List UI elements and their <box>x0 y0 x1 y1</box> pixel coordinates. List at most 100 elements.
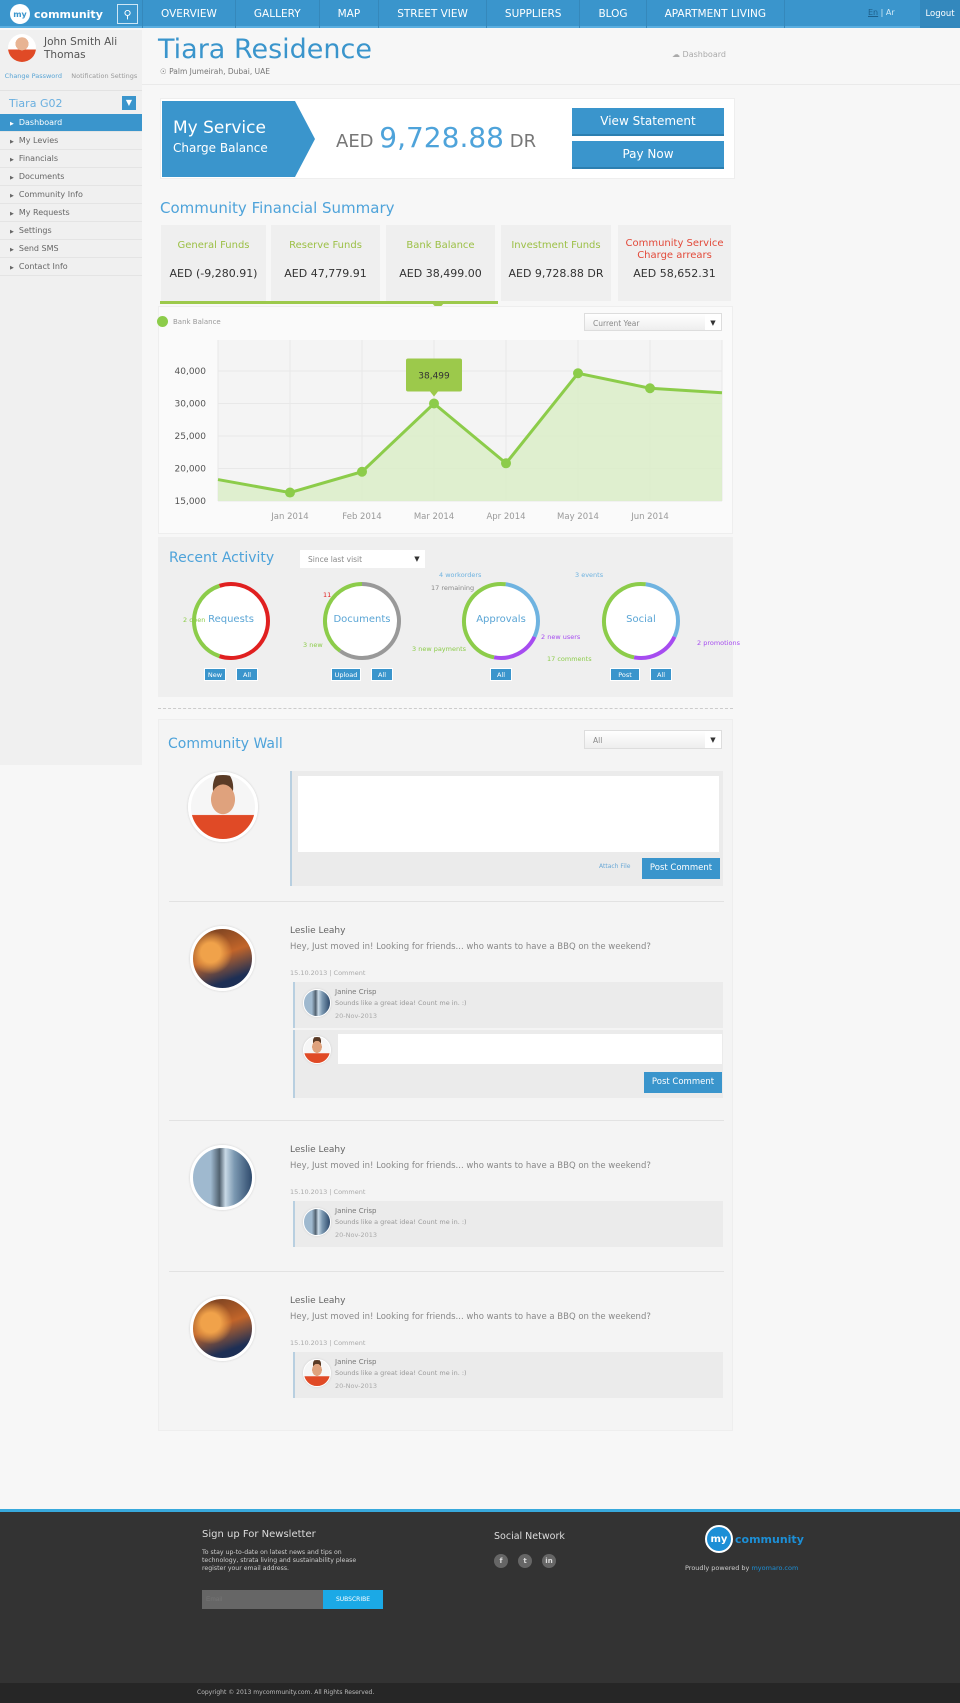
logout-button[interactable]: Logout <box>920 0 960 28</box>
post-meta: 15.10.2013 | Comment <box>290 1188 366 1196</box>
data-point[interactable] <box>645 383 655 394</box>
view-statement-button[interactable]: View Statement <box>572 108 724 136</box>
nav-item-suppliers[interactable]: SUPPLIERS <box>485 0 580 28</box>
x-tick-label: Feb 2014 <box>342 512 381 522</box>
all-button[interactable]: All <box>371 668 393 681</box>
post-author[interactable]: Leslie Leahy <box>290 1145 346 1155</box>
subscribe-button[interactable]: SUBSCRIBE <box>323 1590 383 1609</box>
summary-card[interactable]: Reserve Funds AED 47,779.91 <box>271 225 380 301</box>
nav-item-gallery[interactable]: GALLERY <box>234 0 319 28</box>
tooltip-pointer <box>430 391 438 397</box>
social-links: f t in <box>494 1554 556 1568</box>
data-point[interactable] <box>429 398 439 409</box>
ring-note: 2 open <box>183 616 206 624</box>
chevron-down-icon[interactable]: ▼ <box>122 96 136 110</box>
sidebar-item-community-info[interactable]: ▶ Community Info <box>0 186 142 204</box>
sidebar-item-dashboard[interactable]: ▶ Dashboard <box>0 114 142 132</box>
activity-ring[interactable] <box>186 576 276 666</box>
ring-note: 2 promotions <box>697 639 740 647</box>
card-label: Reserve Funds <box>289 240 362 251</box>
ring-segment <box>602 582 646 660</box>
email-input[interactable] <box>202 1590 323 1609</box>
reply-author[interactable]: Janine Crisp <box>335 1207 377 1215</box>
post-author-avatar <box>190 926 255 991</box>
divider <box>169 1120 724 1121</box>
page-title: Tiara Residence <box>158 34 372 65</box>
x-tick-label: Mar 2014 <box>414 512 454 522</box>
bank-balance-chart: Bank Balance Current Year ▼ 40,000 30,000 2… <box>157 306 733 534</box>
wall-filter[interactable]: All ▼ <box>584 730 722 749</box>
reply-author[interactable]: Janine Crisp <box>335 1358 377 1366</box>
post-meta: 15.10.2013 | Comment <box>290 969 366 977</box>
powered-link[interactable]: myomaro.com <box>751 1564 799 1572</box>
card-value: AED (-9,280.91) <box>169 267 258 280</box>
new-button[interactable]: New <box>204 668 226 681</box>
activity-ring[interactable] <box>456 576 546 666</box>
summary-card[interactable]: General Funds AED (-9,280.91) <box>161 225 266 301</box>
post-comment-button[interactable]: Post Comment <box>644 1072 722 1093</box>
comment-link[interactable]: Comment <box>333 1188 366 1196</box>
sidebar-item-settings[interactable]: ▶ Settings <box>0 222 142 240</box>
change-password-link[interactable]: Change Password <box>4 72 62 80</box>
reply-author[interactable]: Janine Crisp <box>335 988 377 996</box>
recent-activity-panel: Recent Activity Since last visit ▼ Reques… <box>158 537 740 697</box>
sidebar-item-label: Contact Info <box>18 262 68 271</box>
sidebar-item-financials[interactable]: ▶ Financials <box>0 150 142 168</box>
logo[interactable]: my community <box>10 4 103 24</box>
data-point[interactable] <box>573 368 583 379</box>
nav-item-overview[interactable]: OVERVIEW <box>142 0 235 28</box>
activity-ring[interactable] <box>317 576 407 666</box>
sidebar-item-contact-info[interactable]: ▶ Contact Info <box>0 258 142 276</box>
summary-card[interactable]: Community Service Charge arrears AED 58,6… <box>618 225 731 301</box>
data-point[interactable] <box>285 487 295 498</box>
y-tick-label: 40,000 <box>175 367 207 377</box>
post-meta: 15.10.2013 | Comment <box>290 1339 366 1347</box>
summary-card[interactable]: Bank Balance AED 38,499.00 <box>386 225 495 301</box>
post-author[interactable]: Leslie Leahy <box>290 1296 346 1306</box>
ring-label: Documents <box>333 614 391 625</box>
post-textarea[interactable] <box>298 776 719 852</box>
reply-input[interactable] <box>338 1034 722 1064</box>
filter-value: All <box>593 736 603 745</box>
sidebar-item-send-sms[interactable]: ▶ Send SMS <box>0 240 142 258</box>
twitter-icon[interactable]: t <box>518 1554 532 1568</box>
sidebar-item-label: Community Info <box>18 190 83 199</box>
breadcrumb-item[interactable]: Dashboard <box>682 50 726 59</box>
all-button[interactable]: All <box>650 668 672 681</box>
lang-en[interactable]: En <box>868 8 879 17</box>
data-point[interactable] <box>357 466 367 477</box>
ring-segment <box>339 582 401 660</box>
all-button[interactable]: All <box>236 668 258 681</box>
post-comment-button[interactable]: Post Comment <box>642 858 720 879</box>
sidebar-item-my-levies[interactable]: ▶ My Levies <box>0 132 142 150</box>
activity-ring[interactable] <box>596 576 686 666</box>
summary-card[interactable]: Investment Funds AED 9,728.88 DR <box>501 225 611 301</box>
upload-button[interactable]: Upload <box>331 668 361 681</box>
facebook-icon[interactable]: f <box>494 1554 508 1568</box>
search-button[interactable]: ⚲ <box>117 4 138 24</box>
ring-note: 3 events <box>575 571 604 579</box>
post-button[interactable]: Post <box>610 668 640 681</box>
data-point[interactable] <box>501 458 511 469</box>
attach-file-link[interactable]: Attach File <box>599 863 631 870</box>
series-line <box>217 371 723 495</box>
all-button[interactable]: All <box>490 668 512 681</box>
nav-item-blog[interactable]: BLOG <box>579 0 645 28</box>
linkedin-icon[interactable]: in <box>542 1554 556 1568</box>
period-select[interactable]: Current Year ▼ <box>584 313 722 331</box>
sidebar-item-my-requests[interactable]: ▶ My Requests <box>0 204 142 222</box>
post-author[interactable]: Leslie Leahy <box>290 926 346 936</box>
notification-settings-link[interactable]: Notification Settings <box>71 72 138 80</box>
pay-now-button[interactable]: Pay Now <box>572 141 724 169</box>
comment-link[interactable]: Comment <box>333 1339 366 1347</box>
logo-text: community <box>34 7 103 21</box>
nav-item-street-view[interactable]: STREET VIEW <box>378 0 486 28</box>
lang-ar[interactable]: Ar <box>885 8 895 17</box>
copyright-text: Copyright © 2013 mycommunity.com. All Ri… <box>197 1689 375 1696</box>
sidebar-item-documents[interactable]: ▶ Documents <box>0 168 142 186</box>
activity-filter[interactable]: Since last visit ▼ <box>300 550 425 568</box>
nav-item-map[interactable]: MAP <box>318 0 379 28</box>
nav-item-apartment-living[interactable]: APARTMENT LIVING <box>645 0 786 28</box>
ring-label: Requests <box>208 614 254 625</box>
comment-link[interactable]: Comment <box>333 969 366 977</box>
